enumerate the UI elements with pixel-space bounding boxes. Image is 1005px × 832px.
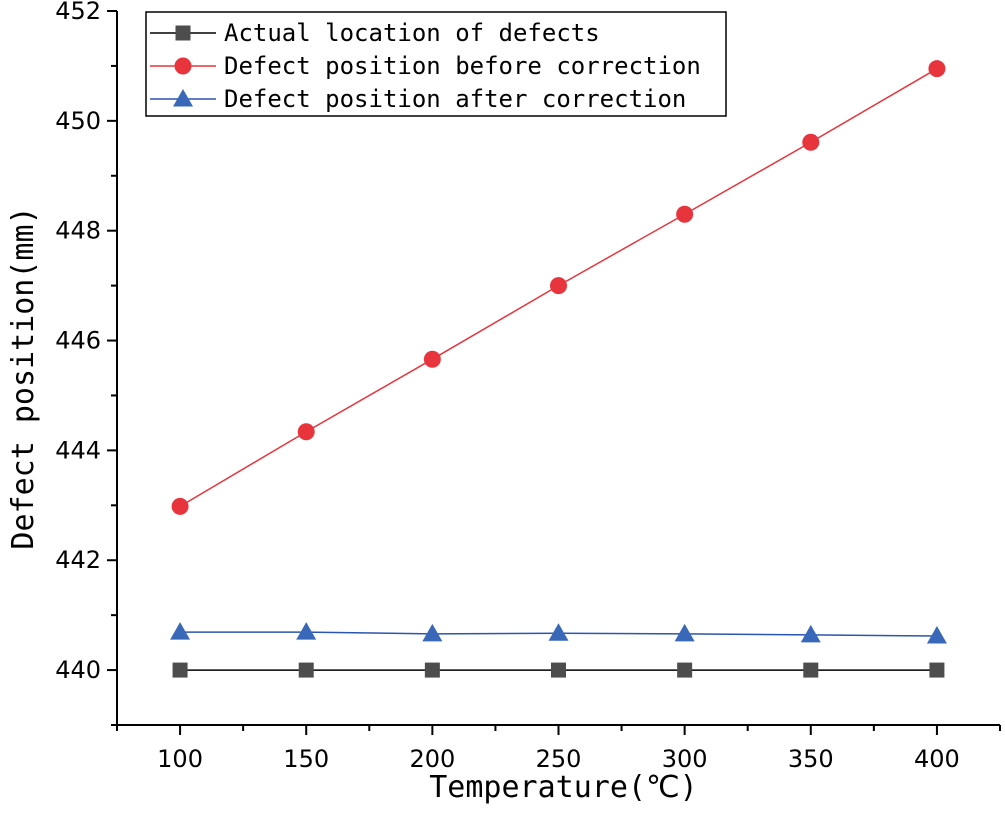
x-tick-label: 250 — [536, 745, 582, 773]
legend-marker — [173, 89, 193, 107]
x-axis-title: Temperature(℃) — [429, 770, 698, 805]
legend-label: Actual location of defects — [224, 19, 600, 47]
data-point — [926, 626, 947, 644]
legend-label: Defect position after correction — [224, 85, 686, 113]
legend-box — [145, 11, 727, 117]
data-point — [802, 133, 820, 151]
data-point — [296, 622, 317, 640]
x-tick-label: 150 — [283, 745, 329, 773]
y-axis-title: Defect position(mm) — [6, 206, 41, 549]
data-point — [423, 350, 441, 368]
y-tick-label: 442 — [55, 546, 101, 574]
data-point — [548, 623, 569, 641]
data-point — [803, 662, 819, 678]
legend-label: Defect position before correction — [224, 52, 701, 80]
legend-marker — [174, 57, 192, 75]
data-point — [171, 497, 189, 515]
legend-marker — [175, 25, 191, 41]
y-tick-label: 450 — [55, 107, 101, 135]
series-circle — [171, 60, 946, 515]
data-point — [674, 623, 695, 642]
data-point — [422, 623, 443, 642]
x-tick-label: 350 — [788, 745, 834, 773]
series-triangle — [170, 622, 947, 644]
x-tick-label: 300 — [662, 745, 708, 773]
data-point — [297, 423, 315, 441]
y-tick-label: 452 — [55, 0, 101, 25]
data-point — [298, 662, 314, 678]
series-layer — [170, 60, 947, 678]
data-point — [424, 662, 440, 678]
y-tick-label: 446 — [55, 327, 101, 355]
data-point — [928, 60, 946, 78]
axes-layer: 440 442 444 446 448 450 452 100 150 200 250 300 350 4… — [55, 0, 1001, 773]
data-point — [677, 662, 693, 678]
legend: Actual location of defects Defect positio… — [145, 11, 727, 117]
data-point — [676, 205, 694, 223]
data-point — [929, 662, 945, 678]
data-point — [551, 662, 566, 678]
series-square — [172, 662, 945, 678]
data-point — [170, 622, 191, 640]
x-tick-label: 100 — [157, 745, 203, 773]
x-tick-label: 200 — [409, 745, 455, 773]
x-tick-label: 400 — [914, 745, 960, 773]
y-tick-label: 444 — [55, 436, 101, 464]
y-tick-label: 448 — [55, 217, 101, 245]
data-point — [172, 662, 188, 678]
y-tick-label: 440 — [55, 656, 101, 684]
data-point — [800, 624, 821, 643]
data-point — [550, 277, 567, 295]
